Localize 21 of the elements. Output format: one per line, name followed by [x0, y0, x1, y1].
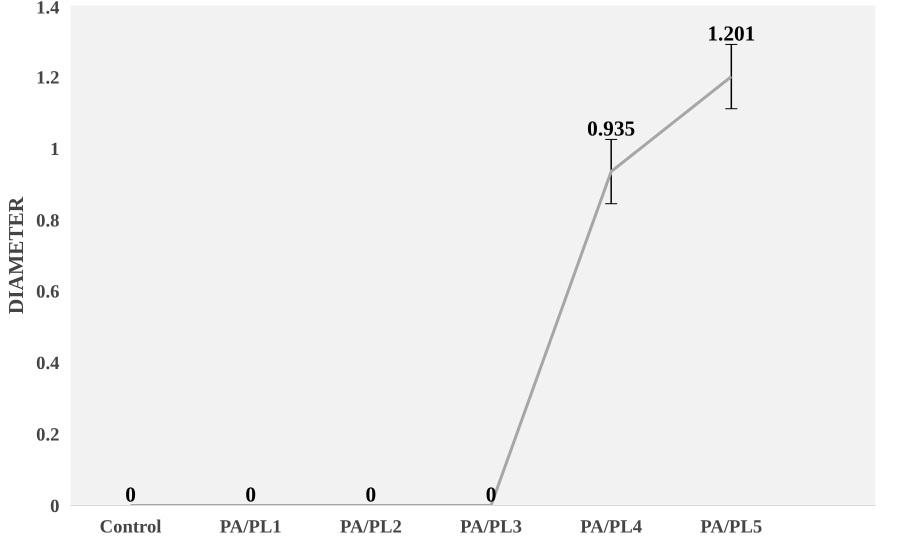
x-tick-label: PA/PL4: [580, 516, 642, 538]
x-tick-label: PA/PL5: [700, 516, 762, 538]
x-tick-label: Control: [100, 516, 162, 538]
x-tick-label: PA/PL3: [460, 516, 522, 538]
data-label: 0: [366, 482, 376, 506]
y-tick-label: 0.8: [36, 210, 60, 232]
x-tick-label: PA/PL2: [340, 516, 402, 538]
y-tick-label: 1.2: [36, 67, 60, 88]
y-tick-label: 1: [50, 138, 60, 160]
y-tick-label: 0.4: [36, 353, 60, 374]
y-tick-label: 0.2: [36, 424, 60, 446]
data-label: 0.935: [587, 116, 636, 140]
x-tick-label: PA/PL1: [220, 516, 282, 538]
y-axis-title: DIAMETER: [4, 196, 28, 314]
data-label: 1.201: [707, 21, 756, 46]
y-tick-label: 0: [50, 496, 60, 517]
y-tick-label: 1.4: [36, 0, 60, 18]
data-label: 0: [245, 482, 256, 506]
data-label: 0: [125, 482, 136, 506]
y-tick-label: 0.6: [36, 282, 60, 303]
data-label: 0: [486, 482, 496, 506]
